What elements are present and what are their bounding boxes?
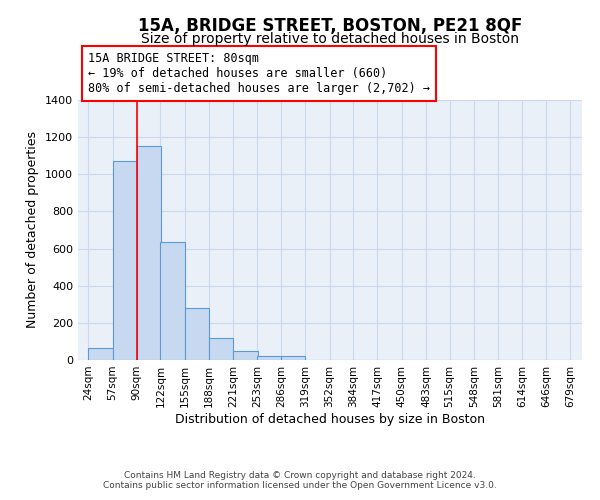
Bar bbox=[233, 351, 257, 360]
X-axis label: Distribution of detached houses by size in Boston: Distribution of detached houses by size … bbox=[175, 412, 485, 426]
Bar bbox=[281, 356, 305, 360]
Bar bbox=[185, 308, 209, 360]
Bar bbox=[209, 338, 233, 360]
Bar bbox=[88, 348, 113, 360]
Text: 15A, BRIDGE STREET, BOSTON, PE21 8QF: 15A, BRIDGE STREET, BOSTON, PE21 8QF bbox=[138, 18, 522, 36]
Bar bbox=[160, 242, 185, 360]
Bar bbox=[257, 356, 281, 360]
Y-axis label: Number of detached properties: Number of detached properties bbox=[26, 132, 40, 328]
Bar bbox=[113, 162, 137, 360]
Text: 15A BRIDGE STREET: 80sqm
← 19% of detached houses are smaller (660)
80% of semi-: 15A BRIDGE STREET: 80sqm ← 19% of detach… bbox=[88, 52, 430, 95]
Text: Contains HM Land Registry data © Crown copyright and database right 2024.
Contai: Contains HM Land Registry data © Crown c… bbox=[103, 470, 497, 490]
Text: Size of property relative to detached houses in Boston: Size of property relative to detached ho… bbox=[141, 32, 519, 46]
Bar bbox=[137, 146, 161, 360]
